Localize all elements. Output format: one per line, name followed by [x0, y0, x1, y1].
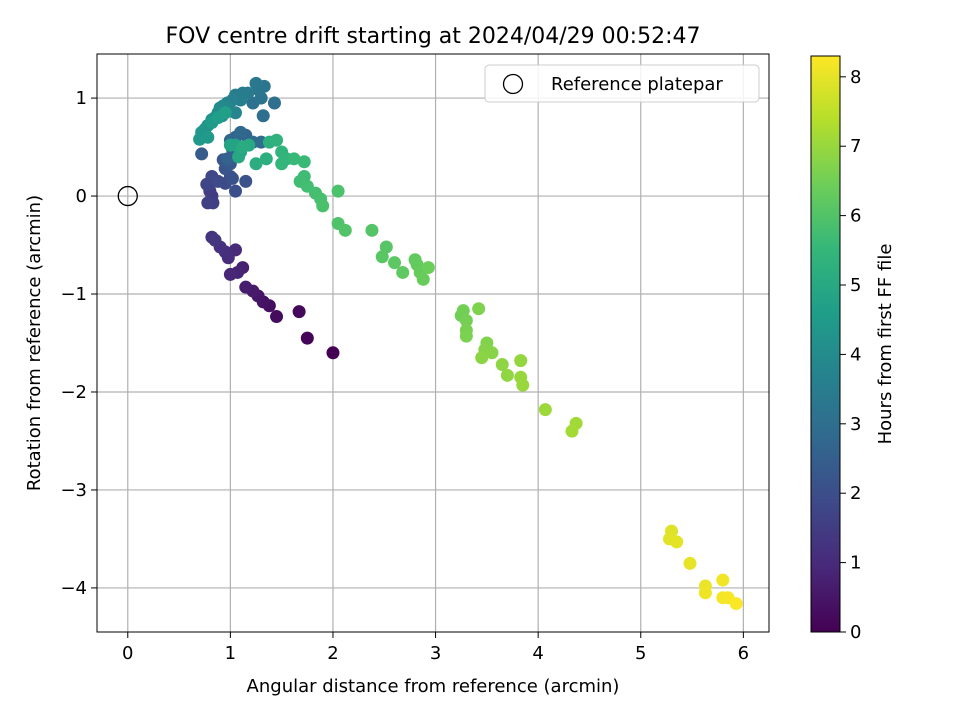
- data-point: [218, 106, 232, 120]
- y-tick-label: −1: [60, 284, 87, 305]
- data-point: [275, 157, 289, 171]
- data-point: [195, 147, 209, 161]
- data-point: [292, 305, 306, 319]
- data-point: [300, 331, 314, 345]
- colorbar-tick-label: 1: [850, 553, 861, 574]
- x-tick-label: 5: [635, 643, 646, 664]
- data-point: [683, 556, 697, 570]
- data-point: [249, 157, 263, 171]
- y-tick-label: −2: [60, 382, 87, 403]
- data-point: [396, 265, 410, 279]
- data-point: [256, 109, 270, 123]
- colorbar: 0 1 2 3 4 5 6 7 8 Hours from first FF file: [810, 55, 896, 643]
- data-point: [500, 368, 514, 382]
- x-tick-label: 2: [327, 643, 338, 664]
- chart-title: FOV centre drift starting at 2024/04/29 …: [166, 24, 701, 49]
- data-point: [516, 378, 530, 392]
- data-point: [421, 261, 435, 275]
- colorbar-label: Hours from first FF file: [875, 244, 896, 445]
- data-point: [485, 346, 499, 360]
- y-tick-label: 0: [76, 186, 87, 207]
- colorbar-tick-label: 2: [850, 483, 861, 504]
- y-axis-ticks: 1 0 −1 −2 −3 −4: [60, 88, 97, 599]
- data-point: [259, 152, 273, 166]
- colorbar-tick-label: 8: [850, 67, 861, 88]
- data-point: [232, 150, 246, 164]
- legend-label: Reference platepar: [551, 74, 723, 95]
- reference-platepar-marker: [117, 185, 138, 207]
- data-point: [375, 250, 389, 264]
- y-tick-label: −4: [60, 578, 87, 599]
- data-point: [565, 424, 579, 438]
- scatter-points: [117, 76, 743, 611]
- data-point: [456, 304, 470, 318]
- data-point: [331, 184, 345, 198]
- data-point: [208, 233, 222, 247]
- data-point: [287, 152, 301, 166]
- data-point: [270, 310, 284, 324]
- y-axis-label: Rotation from reference (arcmin): [24, 195, 45, 491]
- data-point: [297, 155, 311, 169]
- data-point: [220, 152, 234, 166]
- colorbar-ticks: 0 1 2 3 4 5 6 7 8: [840, 67, 861, 643]
- x-axis-label: Angular distance from reference (arcmin): [247, 676, 620, 697]
- x-tick-label: 4: [532, 643, 543, 664]
- data-point: [670, 535, 684, 549]
- y-tick-label: −3: [60, 480, 87, 501]
- data-point: [416, 272, 430, 286]
- colorbar-tick-label: 0: [850, 622, 861, 643]
- data-point: [201, 130, 215, 144]
- colorbar-gradient: [810, 55, 841, 633]
- data-point: [388, 256, 402, 270]
- data-point: [223, 138, 237, 152]
- x-tick-label: 1: [225, 643, 236, 664]
- data-point: [338, 223, 352, 237]
- legend: Reference platepar: [484, 64, 760, 103]
- data-point: [236, 140, 250, 154]
- colorbar-tick-label: 5: [850, 275, 861, 296]
- colorbar-tick-label: 7: [850, 136, 861, 157]
- data-point: [239, 280, 253, 294]
- data-point: [538, 403, 552, 417]
- data-point: [229, 184, 243, 198]
- data-point: [729, 597, 743, 611]
- data-point: [201, 196, 215, 210]
- grid-lines: [97, 54, 769, 632]
- data-point: [475, 351, 489, 365]
- colorbar-tick-label: 6: [850, 206, 861, 227]
- data-point: [316, 199, 330, 213]
- data-point: [459, 329, 473, 343]
- data-point: [223, 267, 237, 281]
- x-axis-ticks: 0 1 2 3 4 5 6: [122, 632, 749, 664]
- data-point: [514, 354, 528, 368]
- data-point: [249, 76, 263, 90]
- data-point: [234, 125, 248, 139]
- data-point: [267, 96, 281, 110]
- colorbar-tick-label: 4: [850, 344, 861, 365]
- x-tick-label: 0: [122, 643, 133, 664]
- data-point: [379, 240, 393, 254]
- data-point: [326, 346, 340, 360]
- plot-frame: [96, 53, 770, 633]
- data-point: [239, 174, 253, 188]
- data-point: [365, 223, 379, 237]
- data-point: [698, 586, 712, 600]
- x-tick-label: 3: [430, 643, 441, 664]
- x-tick-label: 6: [738, 643, 749, 664]
- data-point: [270, 133, 284, 147]
- y-tick-label: 1: [76, 88, 87, 109]
- legend-marker-open-circle: [502, 73, 524, 95]
- colorbar-tick-label: 3: [850, 414, 861, 435]
- data-point: [716, 573, 730, 587]
- data-point: [459, 313, 473, 327]
- data-point: [472, 302, 486, 316]
- data-point: [495, 358, 509, 372]
- data-point: [225, 171, 239, 185]
